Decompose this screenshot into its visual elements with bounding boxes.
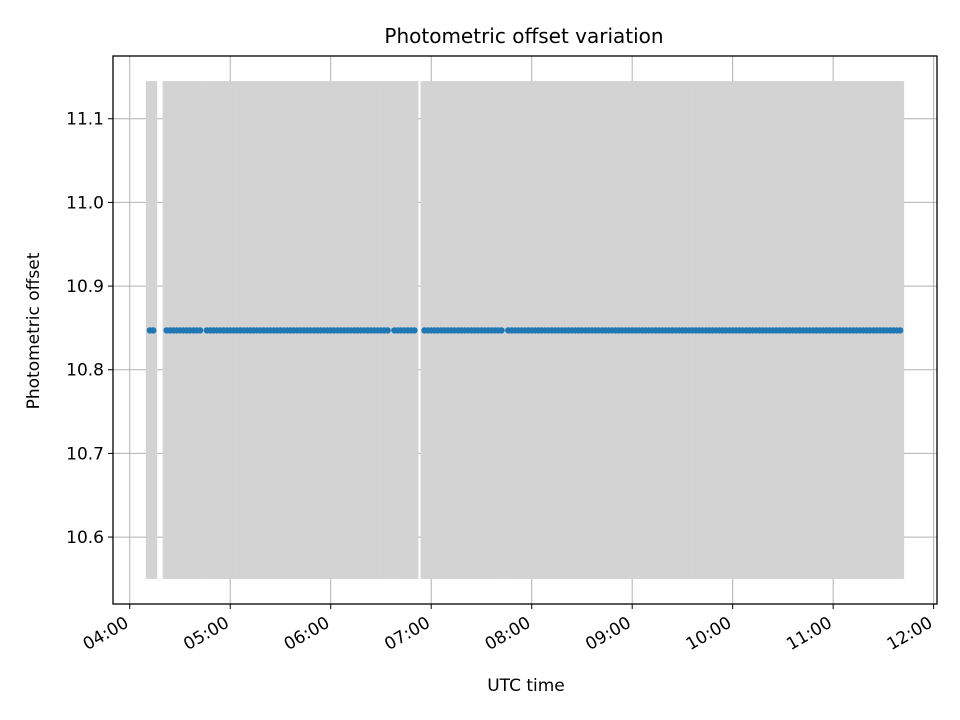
y-axis: 10.6 10.7 10.8 10.9 11.0 11.1 — [66, 110, 113, 548]
data-point — [498, 327, 505, 334]
x-tick-label: 07:00 — [381, 613, 433, 655]
data-point — [411, 327, 418, 334]
data-point — [896, 327, 904, 334]
y-tick-label: 10.6 — [66, 528, 104, 548]
x-tick-label: 10:00 — [683, 613, 735, 655]
x-tick-label: 12:00 — [884, 613, 936, 655]
x-axis-label: UTC time — [487, 676, 565, 696]
x-tick-label: 09:00 — [582, 613, 634, 655]
data-point — [149, 327, 157, 334]
x-axis: 04:00 05:00 06:00 07:00 08:00 09:00 10:00 11:00… — [80, 604, 936, 655]
x-tick-label: 11:00 — [783, 613, 835, 655]
x-tick-label: 06:00 — [281, 613, 333, 655]
data-point — [384, 327, 391, 334]
y-tick-label: 10.7 — [66, 444, 104, 464]
data-point — [196, 327, 204, 334]
chart-title: Photometric offset variation — [384, 24, 663, 48]
y-tick-label: 11.1 — [66, 110, 104, 130]
data-points — [146, 327, 904, 334]
x-tick-label: 05:00 — [180, 613, 232, 655]
y-tick-label: 10.9 — [66, 277, 104, 297]
x-tick-label: 08:00 — [482, 613, 534, 655]
y-tick-label: 10.8 — [66, 361, 104, 381]
y-tick-label: 11.0 — [66, 193, 104, 213]
x-tick-label: 04:00 — [80, 613, 132, 655]
plot-frame — [112, 55, 938, 605]
y-axis-label: Photometric offset — [24, 252, 44, 409]
